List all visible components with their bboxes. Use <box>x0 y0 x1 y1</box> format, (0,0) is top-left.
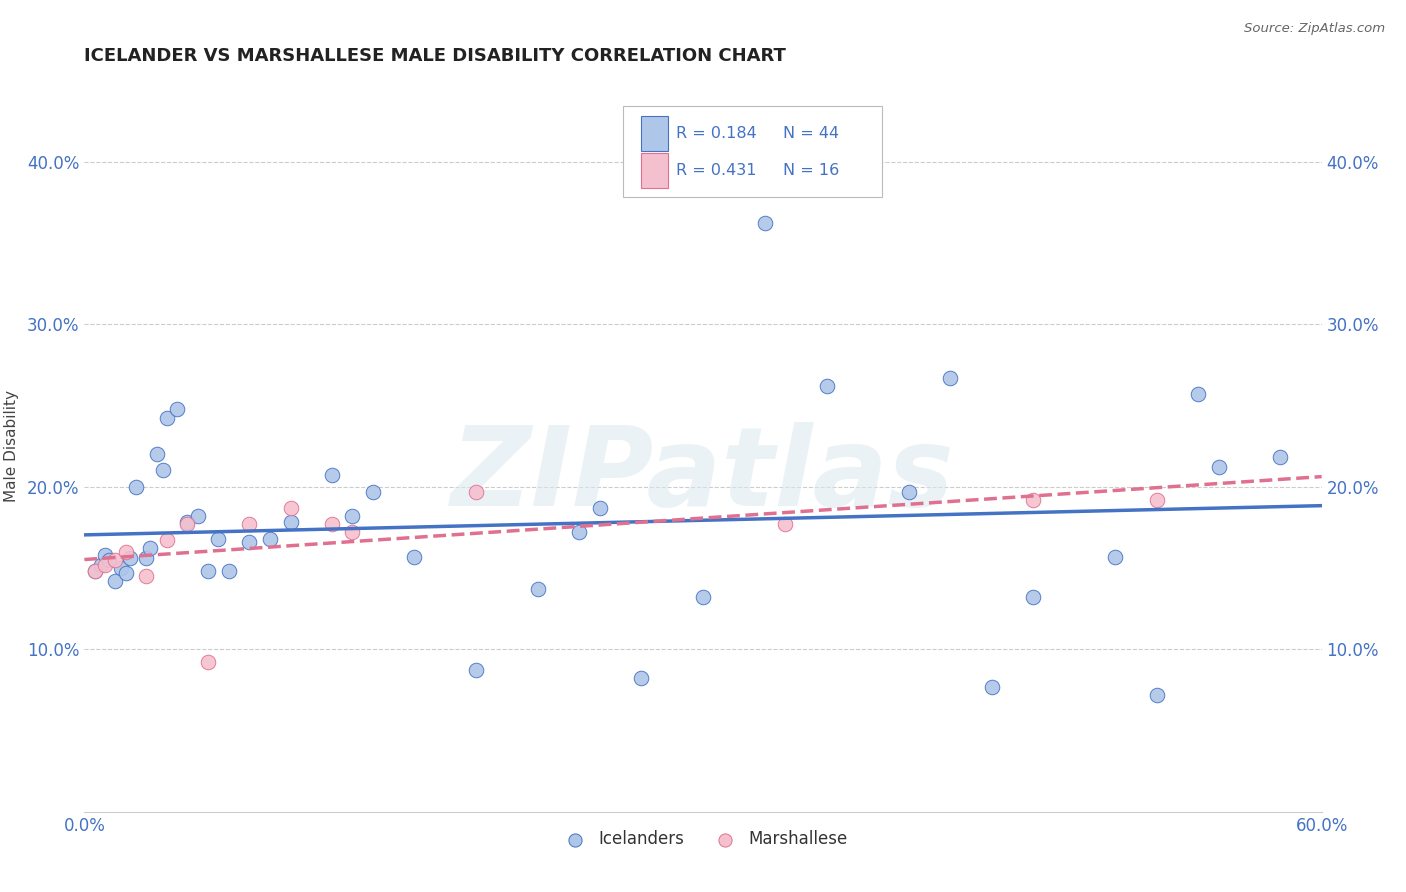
Point <box>1187 387 1209 401</box>
Point <box>321 516 343 531</box>
Text: ICELANDER VS MARSHALLESE MALE DISABILITY CORRELATION CHART: ICELANDER VS MARSHALLESE MALE DISABILITY… <box>84 47 786 65</box>
Point <box>1146 492 1168 507</box>
Point <box>1104 549 1126 564</box>
Point <box>980 680 1002 694</box>
Point <box>207 532 229 546</box>
Text: R = 0.431: R = 0.431 <box>676 162 756 178</box>
Text: R = 0.184: R = 0.184 <box>676 126 756 141</box>
Y-axis label: Male Disability: Male Disability <box>4 390 18 502</box>
Point <box>939 370 962 384</box>
Point <box>238 516 260 531</box>
Point <box>118 551 141 566</box>
Point <box>98 553 121 567</box>
Point <box>1208 460 1230 475</box>
Point <box>166 401 188 416</box>
Point <box>114 544 136 558</box>
Point <box>527 582 550 596</box>
Point <box>1146 688 1168 702</box>
Point <box>259 532 281 546</box>
Point <box>568 525 591 540</box>
Point <box>1270 450 1292 465</box>
Point <box>342 508 364 523</box>
Point <box>114 566 136 580</box>
Point <box>176 516 198 530</box>
Point <box>104 574 127 588</box>
Point <box>1022 492 1045 507</box>
Point <box>156 411 179 425</box>
Point <box>321 468 343 483</box>
Point <box>197 655 219 669</box>
Point <box>125 480 148 494</box>
Point <box>197 564 219 578</box>
Point <box>280 500 302 515</box>
Text: N = 16: N = 16 <box>783 162 839 178</box>
Point <box>145 447 167 461</box>
Point <box>90 558 112 572</box>
Point <box>94 548 117 562</box>
Point <box>176 516 198 531</box>
Point <box>775 516 797 531</box>
Point <box>465 663 488 677</box>
Point <box>898 484 921 499</box>
Point <box>110 561 132 575</box>
Point <box>342 525 364 540</box>
FancyBboxPatch shape <box>641 153 668 187</box>
FancyBboxPatch shape <box>623 106 883 197</box>
Point <box>218 564 240 578</box>
Text: Source: ZipAtlas.com: Source: ZipAtlas.com <box>1244 22 1385 36</box>
Point <box>156 533 179 548</box>
Point <box>83 564 105 578</box>
Point <box>139 541 162 556</box>
Point <box>135 551 157 566</box>
FancyBboxPatch shape <box>641 116 668 151</box>
Point <box>589 500 612 515</box>
Point <box>630 672 652 686</box>
Point <box>692 590 714 604</box>
Point <box>83 564 105 578</box>
Point <box>465 484 488 499</box>
Point <box>361 484 384 499</box>
Point <box>94 558 117 572</box>
Point <box>754 216 776 230</box>
Text: ZIPatlas: ZIPatlas <box>451 422 955 529</box>
Point <box>238 535 260 549</box>
Point <box>404 549 426 564</box>
Legend: Icelanders, Marshallese: Icelanders, Marshallese <box>551 823 855 855</box>
Point <box>187 508 209 523</box>
Point <box>815 379 838 393</box>
Point <box>135 569 157 583</box>
Text: N = 44: N = 44 <box>783 126 839 141</box>
Point <box>104 553 127 567</box>
Point <box>152 463 174 477</box>
Point <box>280 516 302 530</box>
Point <box>1022 590 1045 604</box>
